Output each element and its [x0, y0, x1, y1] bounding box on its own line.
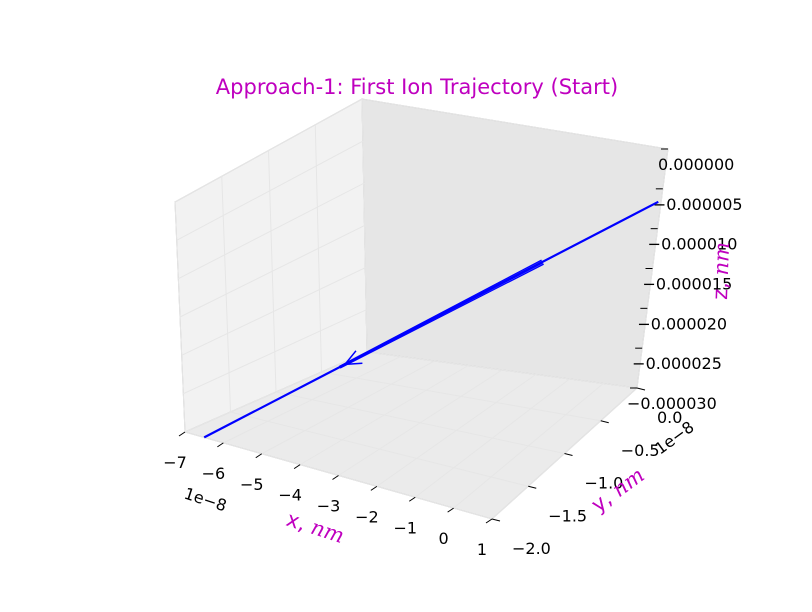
x-tick-mark — [447, 507, 454, 513]
y-tick-mark — [600, 420, 609, 424]
x-tick-label: −6 — [202, 464, 226, 483]
y-tick-label: −0.5 — [621, 441, 660, 460]
grid-line — [174, 98, 669, 203]
grid-line — [230, 411, 529, 487]
x-tick-mark — [485, 518, 493, 524]
series-layer — [203, 200, 659, 439]
x-tick-mark — [178, 431, 186, 437]
x-axis-ticks: −7 −6 −5 −4 −3 −2 −1 0 1 — [163, 431, 493, 559]
y-tick-label: −1.0 — [585, 474, 624, 493]
x-tick-label: 1 — [477, 540, 487, 559]
y-tick-mark — [564, 453, 573, 456]
trajectory-arrow — [338, 259, 544, 369]
grid-line — [176, 140, 663, 241]
grid-line — [183, 309, 643, 395]
grid-line — [321, 371, 601, 422]
y-tick-mark — [636, 387, 646, 391]
z-tick-label: −0.000030 — [627, 394, 717, 413]
x-tick-mark — [255, 453, 263, 459]
x-tick-mark — [370, 485, 378, 491]
chart-title: Approach-1: First Ion Trajectory (Start) — [216, 75, 618, 99]
z-tick-label: −0.000020 — [637, 314, 727, 333]
y-tick-label: −1.5 — [548, 506, 587, 525]
grid-line — [181, 267, 648, 356]
y-tick-mark — [491, 518, 501, 522]
x-tick-mark — [217, 442, 224, 448]
z-axis-ticks: 0.000000 −0.000005 −0.000010 −0.000015 −0.00… — [627, 148, 743, 413]
grid-line — [178, 182, 658, 280]
y-axis-label: y, nm — [587, 463, 649, 517]
x-tick-label: −3 — [317, 497, 341, 516]
y-tick-label: −2.0 — [512, 539, 551, 558]
x-tick-mark — [293, 464, 301, 470]
grid-line — [275, 391, 565, 454]
y-axis-ticks: 0.0 −0.5 −1.0 −1.5 −2.0 — [491, 387, 682, 558]
z-tick-label: 0.000000 — [658, 155, 734, 174]
x-tick-label: −1 — [393, 518, 417, 537]
z-axis-label: z, nm — [708, 242, 734, 301]
x-tick-mark — [408, 496, 416, 502]
x-tick-mark — [332, 475, 339, 480]
y-tick-label: 0.0 — [657, 408, 682, 427]
x-tick-label: 0 — [439, 529, 449, 548]
back-pane — [361, 98, 669, 389]
z-tick-label: −0.000005 — [653, 195, 743, 214]
y-tick-mark — [528, 485, 537, 489]
z-tick-label: −0.000015 — [643, 275, 733, 294]
z-tick-label: −0.000010 — [648, 235, 738, 254]
x-tick-label: −7 — [163, 453, 187, 472]
x-offset-label: 1e−8 — [182, 484, 229, 516]
x-tick-label: −4 — [278, 486, 302, 505]
x-tick-label: −5 — [240, 475, 264, 494]
x-tick-label: −2 — [355, 507, 379, 526]
z-tick-label: −0.000025 — [632, 354, 722, 373]
